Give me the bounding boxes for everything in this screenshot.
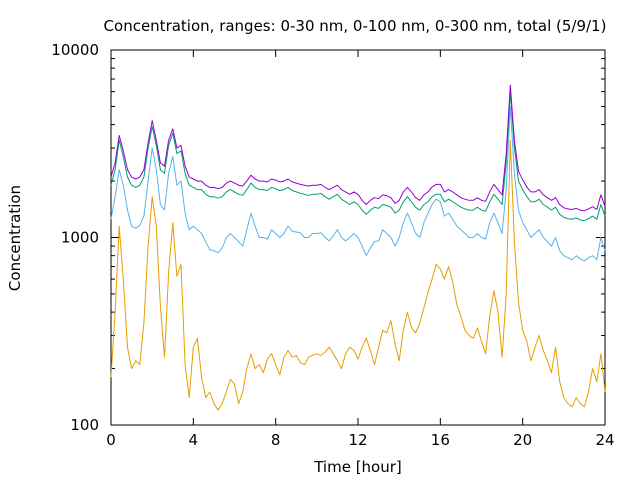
y-axis-label: Concentration [6, 185, 24, 291]
chart-title: Concentration, ranges: 0-30 nm, 0-100 nm… [104, 17, 607, 35]
series-line-1 [110, 139, 606, 411]
x-tick-label: 24 [595, 431, 614, 449]
x-tick-label: 16 [431, 431, 450, 449]
series-line-3 [110, 91, 606, 222]
series-line-4 [110, 84, 606, 212]
y-tick-label: 1000 [61, 229, 99, 247]
x-tick-label: 12 [348, 431, 367, 449]
x-axis-label: Time [hour] [313, 458, 402, 476]
x-tick-label: 20 [513, 431, 532, 449]
series-line-2 [110, 105, 606, 262]
x-tick-label: 4 [189, 431, 199, 449]
tick-labels: 0 4 8 12 16 20 24 100 1000 10000 [51, 41, 614, 449]
x-tick-label: 8 [271, 431, 281, 449]
x-tick-label: 0 [106, 431, 116, 449]
axis-ticks [110, 49, 606, 426]
series-layer [110, 84, 606, 411]
y-tick-label: 10000 [51, 41, 99, 59]
y-tick-label: 100 [70, 416, 99, 434]
